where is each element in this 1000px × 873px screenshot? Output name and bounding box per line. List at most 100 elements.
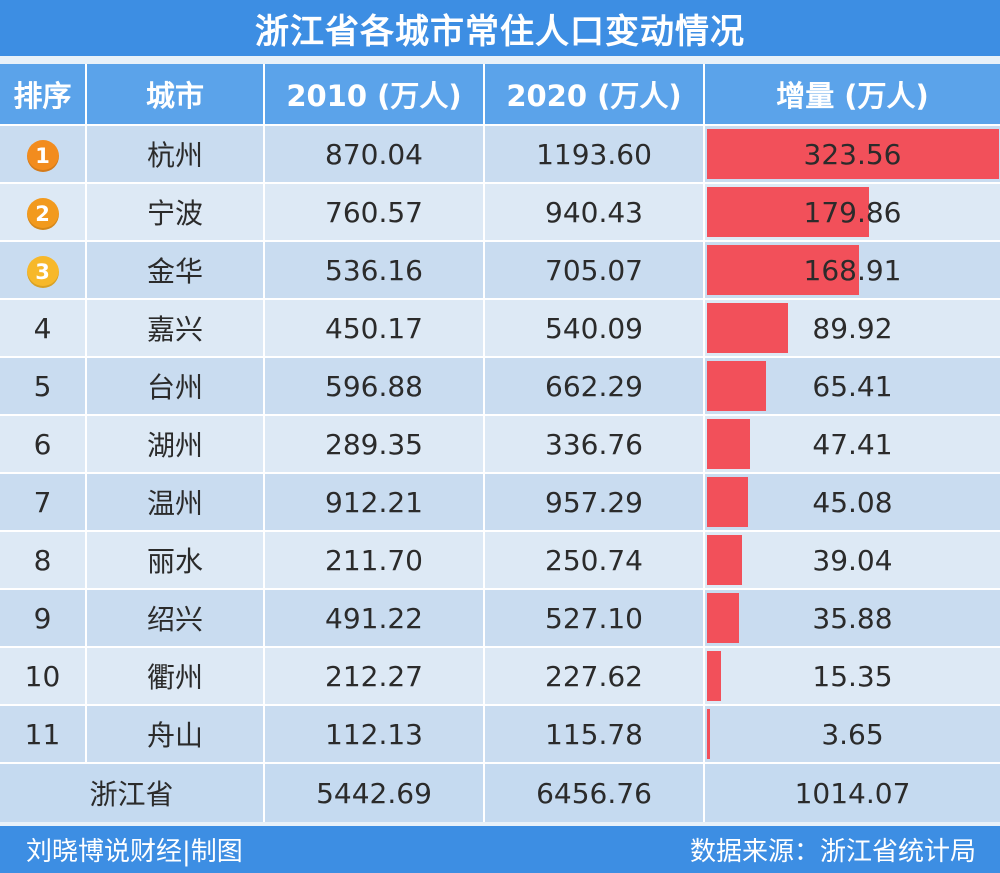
increase-bar [707, 187, 870, 237]
increase-label: 89.92 [812, 311, 893, 345]
increase-bar [707, 535, 743, 585]
rank-cell: 6 [0, 414, 87, 473]
increase-label: 15.35 [812, 659, 893, 693]
rank-cell: 7 [0, 472, 87, 531]
footer-author: 刘晓博说财经|制图 [26, 837, 243, 867]
increase-label: 65.41 [812, 369, 893, 403]
footer: 刘晓博说财经|制图 数据来源：浙江省统计局 [0, 826, 1000, 873]
value-2010-cell: 112.13 [264, 704, 485, 763]
rank-cell: 9 [0, 588, 87, 647]
rank-cell: 10 [0, 646, 87, 705]
value-2020-cell: 336.76 [484, 414, 705, 473]
rank-badge: 3 [26, 255, 59, 288]
value-2010-cell: 212.27 [264, 646, 485, 705]
footer-source: 数据来源：浙江省统计局 [689, 837, 976, 867]
value-2020-cell: 940.43 [484, 182, 705, 241]
value-2010-cell: 760.57 [264, 182, 485, 241]
increase-label: 47.41 [812, 427, 893, 461]
table-row: 9 绍兴 491.22 527.10 35.88 [0, 588, 1000, 647]
header-city: 城市 [86, 64, 265, 125]
increase-bar [707, 593, 740, 643]
increase-cell: 35.88 [704, 588, 1000, 647]
increase-bar [707, 361, 767, 411]
city-cell: 舟山 [86, 704, 265, 763]
header-increase: 增量 (万人) [704, 64, 1000, 125]
value-2010-cell: 211.70 [264, 530, 485, 589]
increase-cell: 323.56 [704, 124, 1000, 183]
table-row: 5 台州 596.88 662.29 65.41 [0, 356, 1000, 415]
header-rank: 排序 [0, 64, 87, 125]
value-2010-cell: 536.16 [264, 240, 485, 299]
value-2020-cell: 662.29 [484, 356, 705, 415]
city-cell: 绍兴 [86, 588, 265, 647]
rank-cell: 5 [0, 356, 87, 415]
table-row: 11 舟山 112.13 115.78 3.65 [0, 704, 1000, 763]
total-row: 浙江省 5442.69 6456.76 1014.07 [0, 762, 1000, 822]
increase-cell: 179.86 [704, 182, 1000, 241]
increase-label: 168.91 [803, 253, 902, 287]
value-2020-cell: 957.29 [484, 472, 705, 531]
increase-bar [707, 651, 721, 701]
header-row: 排序 城市 2010 (万人) 2020 (万人) 增量 (万人) [0, 64, 1000, 125]
increase-label: 35.88 [812, 601, 893, 635]
increase-cell: 45.08 [704, 472, 1000, 531]
value-2010-cell: 450.17 [264, 298, 485, 357]
value-2020-cell: 250.74 [484, 530, 705, 589]
increase-bar [707, 709, 711, 759]
increase-cell: 65.41 [704, 356, 1000, 415]
value-2010-cell: 289.35 [264, 414, 485, 473]
value-2010-cell: 491.22 [264, 588, 485, 647]
total-2020: 6456.76 [484, 762, 705, 822]
city-cell: 丽水 [86, 530, 265, 589]
city-cell: 金华 [86, 240, 265, 299]
rank-cell: 4 [0, 298, 87, 357]
increase-bar [707, 245, 860, 295]
value-2020-cell: 1193.60 [484, 124, 705, 183]
increase-label: 3.65 [821, 717, 884, 751]
table-row: 8 丽水 211.70 250.74 39.04 [0, 530, 1000, 589]
city-cell: 湖州 [86, 414, 265, 473]
total-2010: 5442.69 [264, 762, 485, 822]
rank-badge: 2 [26, 197, 59, 230]
rank-cell: 8 [0, 530, 87, 589]
rank-badge: 1 [26, 139, 59, 172]
city-cell: 衢州 [86, 646, 265, 705]
city-cell: 温州 [86, 472, 265, 531]
table-body: 1 杭州 870.04 1193.60 323.56 2 宁波 760.57 940.43 179… [0, 124, 1000, 822]
rank-cell: 2 [0, 182, 87, 241]
value-2010-cell: 596.88 [264, 356, 485, 415]
population-table: 排序 城市 2010 (万人) 2020 (万人) 增量 (万人) 1 杭州 870… [0, 64, 1000, 822]
value-2010-cell: 912.21 [264, 472, 485, 531]
increase-bar [707, 419, 750, 469]
rank-cell: 11 [0, 704, 87, 763]
header-2020: 2020 (万人) [484, 64, 705, 125]
table-row: 3 金华 536.16 705.07 168.91 [0, 240, 1000, 299]
increase-label: 45.08 [812, 485, 893, 519]
increase-cell: 3.65 [704, 704, 1000, 763]
increase-cell: 168.91 [704, 240, 1000, 299]
city-cell: 宁波 [86, 182, 265, 241]
value-2020-cell: 705.07 [484, 240, 705, 299]
value-2020-cell: 227.62 [484, 646, 705, 705]
increase-cell: 89.92 [704, 298, 1000, 357]
increase-label: 179.86 [803, 195, 902, 229]
increase-cell: 47.41 [704, 414, 1000, 473]
increase-bar [707, 129, 999, 179]
city-cell: 杭州 [86, 124, 265, 183]
increase-label: 39.04 [812, 543, 893, 577]
value-2010-cell: 870.04 [264, 124, 485, 183]
header-2010: 2010 (万人) [264, 64, 485, 125]
total-increase: 1014.07 [704, 762, 1000, 822]
table-row: 6 湖州 289.35 336.76 47.41 [0, 414, 1000, 473]
increase-label: 323.56 [803, 137, 902, 171]
page-title: 浙江省各城市常住人口变动情况 [0, 0, 1000, 56]
increase-bar [707, 303, 789, 353]
value-2020-cell: 540.09 [484, 298, 705, 357]
table-row: 7 温州 912.21 957.29 45.08 [0, 472, 1000, 531]
table-row: 10 衢州 212.27 227.62 15.35 [0, 646, 1000, 705]
value-2020-cell: 527.10 [484, 588, 705, 647]
increase-cell: 15.35 [704, 646, 1000, 705]
value-2020-cell: 115.78 [484, 704, 705, 763]
rank-cell: 1 [0, 124, 87, 183]
